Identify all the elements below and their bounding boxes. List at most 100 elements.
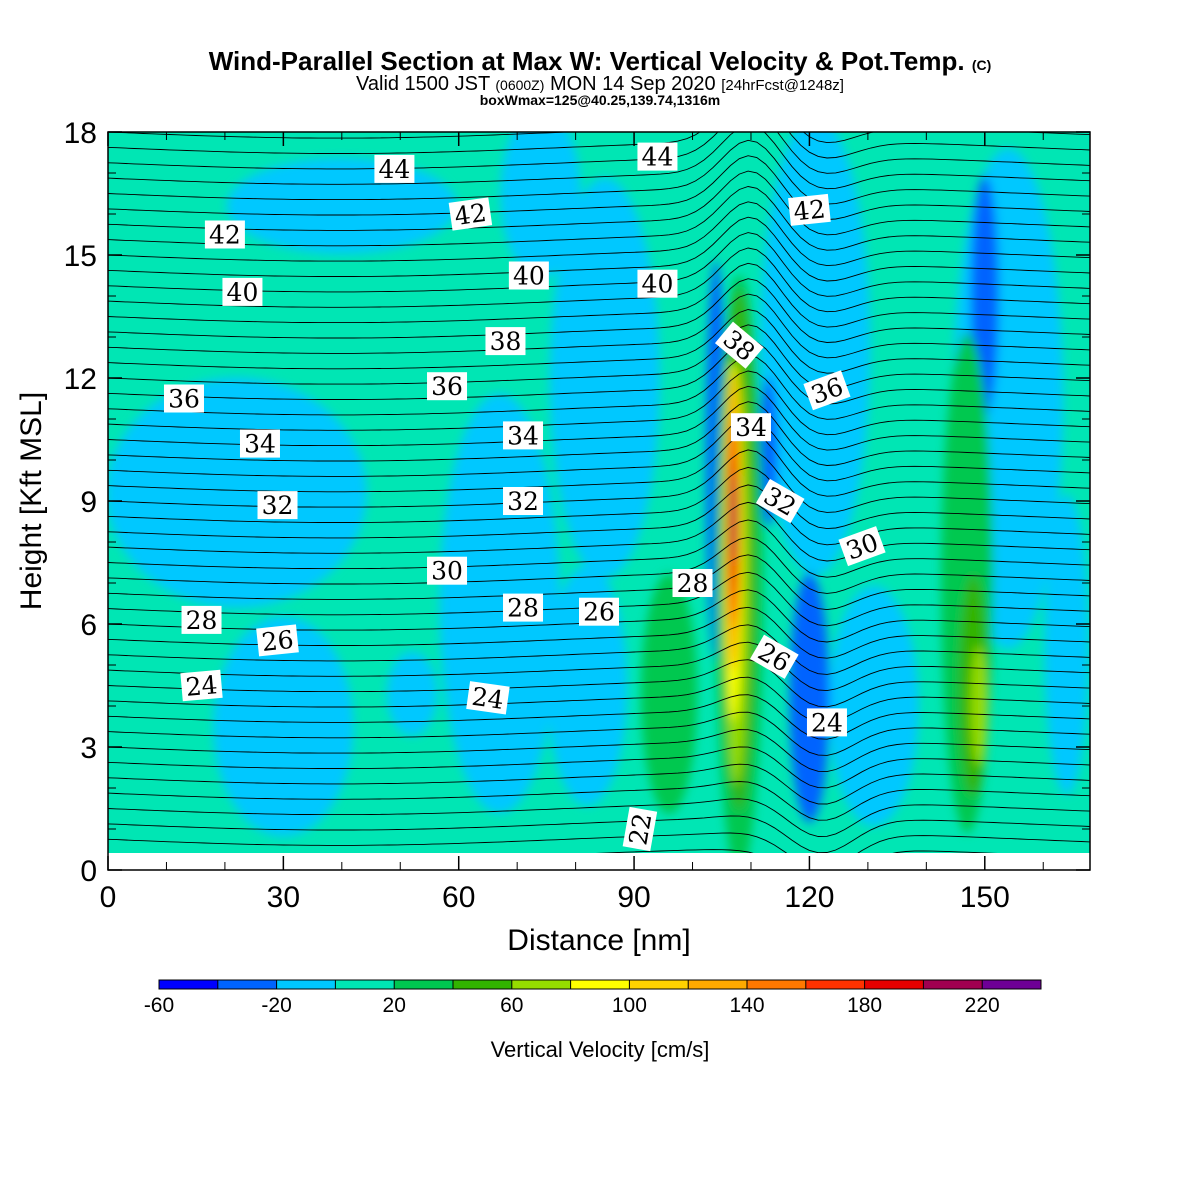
- colorbar-swatch: [747, 980, 807, 989]
- theta-contour-line: [108, 659, 1090, 708]
- contour-label-bg: [239, 429, 280, 458]
- contour-label-bg: [257, 491, 298, 520]
- contour-label-text: 34: [507, 421, 539, 450]
- x-tick-label: 120: [784, 881, 834, 914]
- contour-label-bg: [508, 261, 549, 290]
- y-axis-label: Height [Kft MSL]: [15, 392, 48, 610]
- contour-label-bg: [204, 220, 245, 249]
- contour-label-bg: [256, 624, 299, 657]
- contour-label-text: 32: [507, 487, 539, 516]
- contour-label-bg: [503, 421, 544, 450]
- theta-contour-line: [108, 501, 1090, 562]
- colorbar-tick-label: 100: [612, 994, 647, 1017]
- contour-label: 40: [222, 277, 263, 307]
- theta-contour-line: [108, 729, 1090, 773]
- y-tick-label: 12: [64, 363, 97, 396]
- contour-label-text: 42: [209, 221, 241, 250]
- contour-label: 36: [803, 370, 851, 411]
- contour-label-bg: [163, 384, 204, 413]
- contour-label-text: 22: [623, 811, 657, 847]
- velocity-field: [108, 132, 1090, 853]
- contour-label-bg: [427, 556, 468, 585]
- contour-label: 28: [672, 569, 713, 598]
- contour-label: 38: [485, 327, 526, 356]
- contour-label: 32: [257, 491, 298, 520]
- x-tick-label: 30: [267, 881, 300, 914]
- contour-label-bg: [672, 569, 713, 597]
- theta-contour-line: [108, 132, 1090, 159]
- contour-label: 24: [466, 681, 510, 715]
- contour-label-bg: [806, 708, 847, 737]
- colorbar-swatch: [570, 980, 630, 989]
- contour-label-bg: [637, 269, 678, 298]
- contour-label-text: 34: [244, 430, 276, 459]
- downdraft-region: [549, 178, 660, 578]
- theta-contour-line: [108, 694, 1090, 740]
- colorbar-swatch: [511, 980, 572, 989]
- y-tick-label: 9: [80, 486, 97, 519]
- colorbar-swatch: [217, 980, 278, 989]
- contour-label-bg: [374, 154, 415, 183]
- contour-label-bg: [730, 413, 771, 442]
- contour-label-text: 28: [186, 606, 218, 635]
- contour-label-text: 26: [260, 625, 295, 657]
- contour-label-text: 34: [735, 413, 767, 442]
- colorbar: -60 -20 20 60 100 140 180 220: [144, 979, 1042, 1017]
- theta-contour-line: [108, 216, 1090, 282]
- contour-label: 30: [427, 556, 468, 586]
- theta-contour-line: [108, 781, 1090, 821]
- contour-label-bg: [755, 478, 805, 524]
- contour-label: 34: [239, 429, 280, 459]
- theta-contour-line: [108, 339, 1090, 405]
- downdraft-region: [213, 616, 354, 837]
- contour-label-text: 28: [677, 569, 709, 598]
- theta-contour-line: [108, 746, 1090, 789]
- contour-label-bg: [838, 526, 886, 567]
- colorbar-tick-label: 140: [729, 994, 764, 1017]
- colorbar-swatch: [805, 980, 866, 989]
- colorbar-swatch: [159, 980, 219, 989]
- contour-label-text: 32: [262, 491, 294, 520]
- y-tick-label: 6: [80, 609, 97, 642]
- title-mark: (C): [972, 57, 991, 73]
- contour-label: 40: [637, 269, 678, 299]
- contour-label-text: 26: [583, 598, 615, 627]
- x-tick-label: 0: [100, 881, 117, 914]
- theta-contour-line: [108, 763, 1090, 805]
- colorbar-swatch: [688, 980, 748, 989]
- theta-contour-line: [108, 247, 1090, 313]
- theta-contour-line: [108, 201, 1090, 267]
- theta-contour-line: [108, 641, 1090, 692]
- downdraft-region: [1044, 494, 1089, 795]
- theta-contour-line: [108, 466, 1090, 530]
- contour-label: 36: [163, 384, 204, 414]
- theta-contour-line: [108, 519, 1090, 578]
- contour-label: 24: [180, 669, 223, 702]
- contour-label-bg: [803, 370, 851, 411]
- updraft-core: [730, 472, 736, 563]
- colorbar-swatch: [864, 980, 924, 989]
- colorbar-swatch: [335, 980, 395, 989]
- theta-contour-line: [108, 554, 1090, 611]
- contour-label-bg: [714, 321, 764, 369]
- contour-label-text: 40: [227, 278, 259, 307]
- colorbar-tick-label: 60: [500, 994, 523, 1017]
- contour-label: 36: [427, 372, 468, 401]
- contour-label: 32: [503, 487, 544, 516]
- theta-contour-line: [108, 262, 1090, 328]
- theta-contours: [108, 132, 1090, 853]
- downdraft-region: [108, 377, 367, 608]
- contour-label-bg: [222, 277, 263, 306]
- contour-label: 42: [448, 197, 493, 231]
- colorbar-tick-label: 220: [965, 994, 1000, 1017]
- theta-contour-line: [108, 132, 1090, 144]
- x-tick-label: 150: [960, 881, 1010, 914]
- contour-label: 22: [622, 806, 657, 852]
- x-tick-label: 90: [617, 881, 650, 914]
- contour-label: 44: [374, 154, 415, 184]
- theta-contour-line: [108, 132, 1090, 190]
- contour-label-bg: [579, 597, 619, 626]
- colorbar-swatch: [629, 980, 689, 989]
- theta-contour-line: [108, 293, 1090, 359]
- contour-label: 24: [806, 708, 847, 737]
